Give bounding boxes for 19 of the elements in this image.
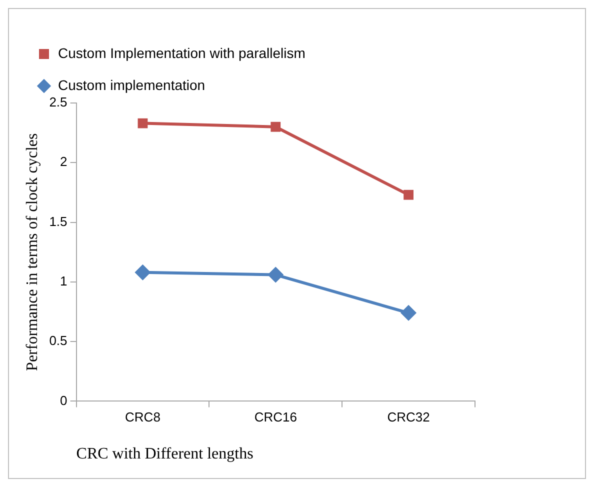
x-tick-label: CRC8	[125, 410, 160, 425]
point	[268, 266, 284, 283]
point	[404, 190, 414, 200]
x-axis-title: CRC with Different lengths	[76, 446, 254, 463]
point	[270, 122, 281, 132]
y-tick-label: 2	[60, 154, 68, 170]
y-tick-label: 1	[60, 274, 68, 288]
y-tick-label: 1.5	[49, 214, 68, 229]
x-tick-label: CRC32	[387, 410, 430, 425]
y-tick-label: 0.5	[49, 333, 68, 348]
x-tick-label: CRC16	[254, 410, 297, 425]
y-axis-title: Performance in terms of clock cycles	[24, 133, 41, 371]
point	[138, 118, 148, 128]
point	[134, 264, 151, 280]
legend-label: Custom implementation	[58, 76, 206, 93]
legend-label: Custom Implementation with parallelism	[58, 44, 306, 61]
y-tick-label: 2.5	[49, 94, 68, 110]
y-tick-label: 0	[60, 392, 68, 408]
point	[400, 304, 417, 321]
